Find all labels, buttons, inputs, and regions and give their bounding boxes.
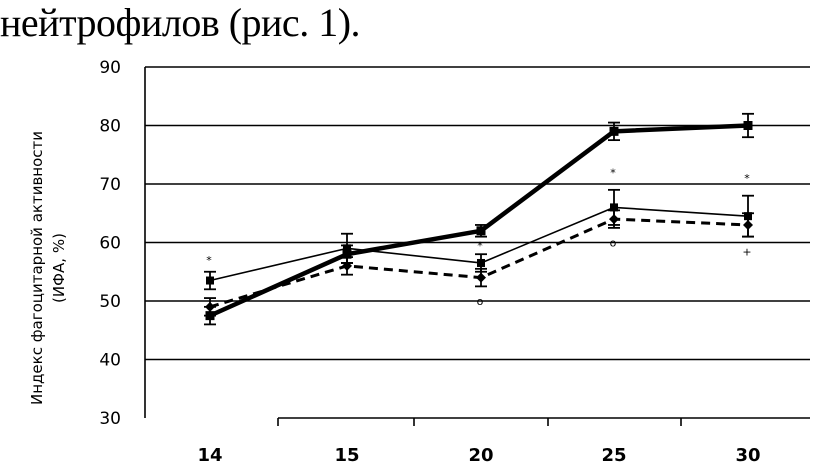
heading-text: нейтрофилов (рис. 1).	[0, 0, 361, 45]
significance-marks: * о * * о * +	[206, 166, 751, 308]
y-axis-label-line-2: (ИФА, %)	[50, 233, 68, 303]
y-tick-label-80: 80	[99, 117, 121, 137]
annotation-4: о	[610, 237, 617, 250]
series-3-point-1	[342, 260, 352, 271]
annotation-3: *	[610, 166, 616, 179]
x-tick-label-15: 15	[334, 445, 359, 466]
y-tick-label-40: 40	[99, 351, 121, 371]
x-tick-labels: 14 15 20 25 30	[197, 445, 760, 466]
series-3	[204, 209, 754, 317]
y-tick-label-90: 90	[99, 58, 121, 78]
annotation-1: о	[477, 295, 484, 308]
series-3-point-2	[476, 272, 486, 283]
x-tick-label-25: 25	[601, 445, 626, 466]
series-1-point-4	[743, 121, 753, 130]
series-2-point-1	[343, 244, 351, 253]
annotation-2: *	[477, 239, 483, 252]
series-3-point-3	[609, 214, 619, 225]
series-2-point-3	[610, 203, 618, 212]
series-2-point-2	[477, 258, 485, 267]
x-tick-label-14: 14	[197, 445, 222, 466]
annotation-6: +	[742, 245, 751, 258]
y-tick-label-30: 30	[99, 409, 121, 429]
grid-lines	[145, 66, 810, 361]
y-tick-label-60: 60	[99, 234, 121, 254]
x-tick-label-20: 20	[468, 445, 493, 466]
series-3-point-4	[743, 219, 753, 230]
series-1-point-2	[476, 226, 486, 236]
y-tick-label-70: 70	[99, 175, 121, 195]
series-1	[204, 112, 754, 326]
x-tick-label-30: 30	[735, 445, 760, 466]
annotation-0: *	[206, 254, 212, 267]
annotation-5: *	[744, 172, 750, 185]
series-layer	[204, 112, 754, 326]
axes	[144, 67, 810, 426]
y-tick-label-50: 50	[99, 292, 121, 312]
series-2-point-0	[206, 276, 214, 285]
series-3-point-0	[205, 301, 215, 312]
y-axis-label: Индекс фагоцитарной активности (ИФА, %)	[28, 131, 68, 405]
series-1-point-3	[609, 126, 619, 136]
y-tick-labels: 30 40 50 60 70 80 90	[99, 58, 121, 429]
y-axis-label-line-1: Индекс фагоцитарной активности	[28, 131, 46, 405]
